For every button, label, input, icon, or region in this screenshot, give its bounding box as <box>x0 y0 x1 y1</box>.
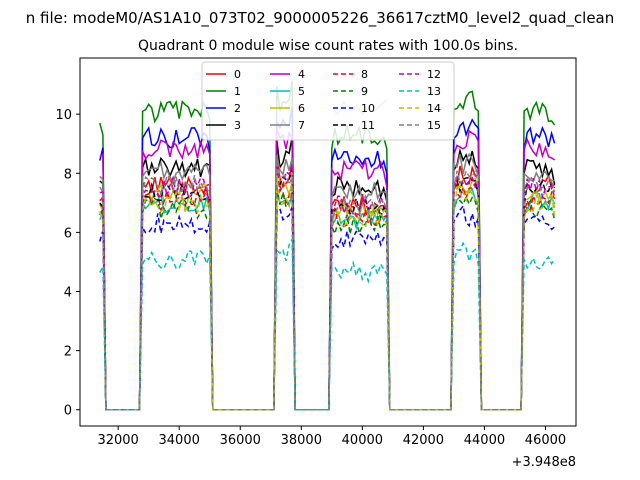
legend-label-10: 10 <box>361 102 375 115</box>
y-tick-label: 4 <box>64 286 72 301</box>
x-axis: 32000 34000 36000 38000 40000 42000 44000 46000 <box>97 426 566 448</box>
legend-label-14: 14 <box>427 102 441 115</box>
x-offset-label: +3.948e8 <box>512 455 576 470</box>
legend-label-1: 1 <box>234 85 241 98</box>
x-tick-label: 46000 <box>525 433 566 448</box>
y-tick-label: 10 <box>55 108 72 123</box>
x-tick-label: 42000 <box>403 433 444 448</box>
x-tick-label: 40000 <box>342 433 383 448</box>
y-tick-label: 2 <box>64 345 72 360</box>
plot-frame <box>79 57 577 427</box>
chart-title: Quadrant 0 module wise count rates with … <box>138 38 518 54</box>
series-line-13 <box>99 238 556 411</box>
legend-label-0: 0 <box>234 68 241 81</box>
x-tick-label: 36000 <box>220 433 261 448</box>
legend-label-2: 2 <box>234 102 241 115</box>
y-tick-label: 0 <box>64 404 72 419</box>
x-tick-label: 38000 <box>281 433 322 448</box>
x-tick-label: 44000 <box>464 433 505 448</box>
y-tick-label: 8 <box>64 167 72 182</box>
legend-label-15: 15 <box>427 119 441 132</box>
y-tick-label: 6 <box>64 226 72 241</box>
series-layer <box>99 80 556 411</box>
legend-label-13: 13 <box>427 85 441 98</box>
legend-label-12: 12 <box>427 68 441 81</box>
legend-label-4: 4 <box>298 68 305 81</box>
figure-suptitle: n file: modeM0/AS1A10_073T02_9000005226_… <box>26 9 615 28</box>
legend-label-11: 11 <box>361 119 375 132</box>
legend-label-9: 9 <box>361 85 368 98</box>
legend-label-5: 5 <box>298 85 305 98</box>
x-tick-label: 32000 <box>97 433 138 448</box>
y-axis: 0 2 4 6 8 10 <box>55 108 80 419</box>
legend-box <box>201 61 455 141</box>
legend-label-6: 6 <box>298 102 305 115</box>
x-tick-label: 34000 <box>159 433 200 448</box>
legend-label-3: 3 <box>234 119 241 132</box>
legend-label-7: 7 <box>298 119 305 132</box>
legend-label-8: 8 <box>361 68 368 81</box>
